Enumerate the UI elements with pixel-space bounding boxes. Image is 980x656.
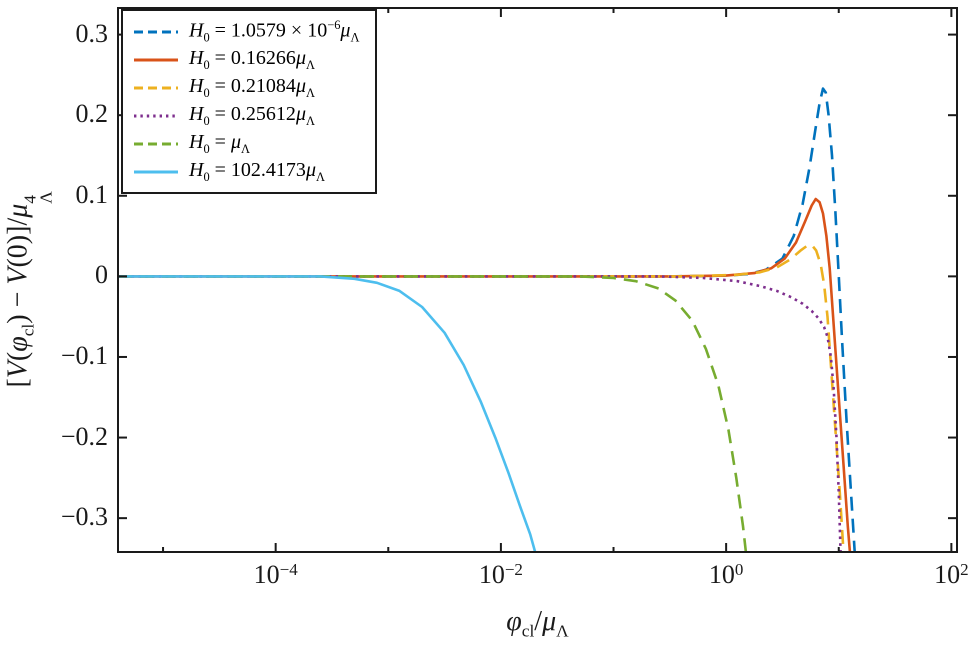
legend-entry-2: H0 = 0.21084μΛ [133, 74, 359, 101]
legend-line-sample [134, 86, 178, 89]
y-tick-label: 0 [95, 260, 108, 290]
y-tick-label: 0.3 [75, 18, 109, 48]
legend-label: H0 = 0.25612μΛ [189, 102, 315, 128]
legend-label: H0 = 1.0579 × 10−6μΛ [189, 17, 360, 45]
y-tick-label: −0.2 [60, 421, 108, 451]
legend-label: H0 = 0.21084μΛ [189, 74, 315, 100]
x-tick-label: 10−4 [253, 560, 298, 589]
series-curve-1 [118, 197, 852, 552]
legend-label: H0 = μΛ [189, 130, 250, 156]
series-curve-5 [118, 275, 537, 552]
legend-entry-4: H0 = μΛ [133, 130, 359, 157]
legend-line-sample [134, 114, 178, 117]
y-tick-label: −0.1 [60, 340, 108, 370]
x-tick-label: 10−2 [478, 560, 523, 589]
y-tick-label: −0.3 [60, 502, 108, 532]
series-curve-4 [118, 275, 748, 552]
legend-line-sample [134, 142, 178, 145]
legend-entry-1: H0 = 0.16266μΛ [133, 46, 359, 73]
legend-line-sample [134, 58, 178, 61]
legend: H0 = 1.0579 × 10−6μΛ H0 = 0.16266μΛ H0 = 0… [121, 9, 378, 194]
series-curve-2 [118, 243, 845, 552]
curves-layer [118, 87, 857, 552]
x-tick-label: 102 [934, 560, 969, 589]
x-axis-label: φcl/μΛ [506, 606, 569, 641]
series-curve-3 [118, 275, 842, 552]
legend-label: H0 = 0.16266μΛ [189, 46, 315, 72]
legend-line-sample [134, 170, 178, 173]
legend-entry-5: H0 = 102.4173μΛ [133, 158, 359, 185]
legend-line-sample [134, 30, 178, 33]
legend-entry-3: H0 = 0.25612μΛ [133, 102, 359, 129]
legend-entry-0: H0 = 1.0579 × 10−6μΛ [133, 18, 359, 45]
y-tick-label: 0.1 [75, 179, 109, 209]
legend-label: H0 = 102.4173μΛ [189, 158, 325, 184]
axes-box [117, 7, 958, 553]
y-axis-label: [V(φcl) − V(0)]/μ 4 Λ [2, 191, 56, 388]
ticks-layer [118, 8, 957, 552]
x-tick-label: 100 [708, 560, 744, 589]
y-tick-label: 0.2 [75, 99, 109, 129]
